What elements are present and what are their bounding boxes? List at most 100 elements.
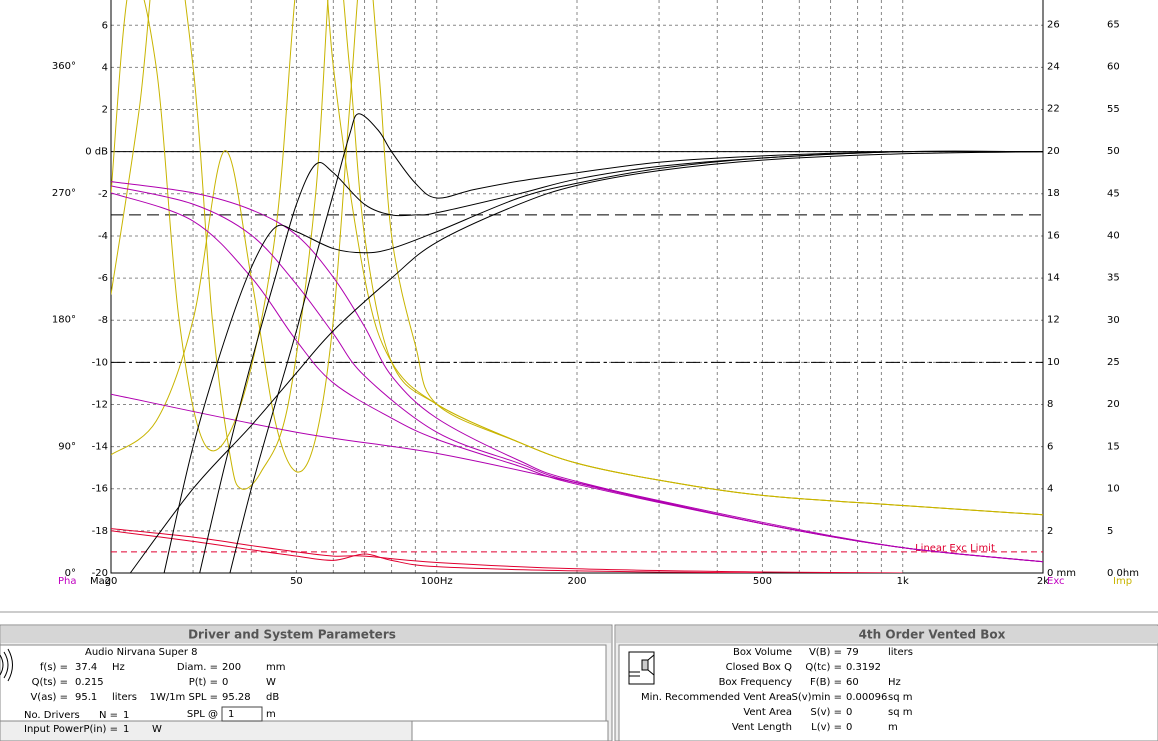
y-tick-label: 26 xyxy=(1047,19,1060,30)
param-value: 1 xyxy=(123,724,129,735)
axis-label: Mag xyxy=(90,576,111,587)
y-tick-label: -2 xyxy=(98,189,108,200)
y-tick-label: 4 xyxy=(1047,484,1053,495)
curve xyxy=(111,393,1043,563)
param-caption: No. Drivers xyxy=(24,710,80,721)
param-label: 1W/1m SPL = xyxy=(150,692,218,703)
param-value: 79 xyxy=(846,647,859,658)
y-tick-label: -16 xyxy=(92,484,108,495)
x-tick-label: 20 xyxy=(105,576,118,587)
y-tick-label: -6 xyxy=(98,273,108,284)
param-value: 0.00096 xyxy=(846,692,887,703)
param-value: 0 xyxy=(846,722,852,733)
y-tick-label: 16 xyxy=(1047,230,1060,241)
y-tick-label: 60 xyxy=(1107,62,1120,73)
param-unit: Hz xyxy=(888,677,901,688)
param-label: SPL @ xyxy=(187,709,218,720)
param-label: f(s) = xyxy=(40,662,68,673)
y-tick-label: 55 xyxy=(1107,104,1120,115)
param-unit: liters xyxy=(112,692,137,703)
param-symbol: L(v) = xyxy=(811,722,842,733)
y-tick-label: -18 xyxy=(92,526,108,537)
y-tick-label: 0° xyxy=(65,568,76,579)
y-tick-label: -12 xyxy=(92,399,108,410)
x-tick-label: 100Hz xyxy=(421,576,453,587)
y-tick-label: 0 0hm xyxy=(1107,568,1139,579)
param-label: V(as) = xyxy=(30,692,68,703)
param-value: 0.3192 xyxy=(846,662,881,673)
y-tick-label: 270° xyxy=(52,188,76,199)
x-tick-label: 2k xyxy=(1037,576,1049,587)
param-label: Box Frequency xyxy=(719,677,793,688)
y-tick-label: 5 xyxy=(1107,526,1113,537)
param-symbol: F(B) = xyxy=(810,677,842,688)
box-icon xyxy=(628,651,655,685)
y-tick-label: 360° xyxy=(52,61,76,72)
y-tick-label: -4 xyxy=(98,231,108,242)
param-symbol: V(B) = xyxy=(809,647,842,658)
param-unit: liters xyxy=(888,647,913,658)
panel-header xyxy=(616,626,1158,643)
y-tick-label: -8 xyxy=(98,315,108,326)
panel-header xyxy=(1,626,611,643)
param-unit: W xyxy=(152,724,162,735)
y-tick-label: 8 xyxy=(1047,399,1053,410)
y-tick-label: 50 xyxy=(1107,146,1120,157)
y-tick-label: 25 xyxy=(1107,357,1120,368)
y-tick-label: 35 xyxy=(1107,273,1120,284)
x-tick-label: 500 xyxy=(753,576,772,587)
param-unit: W xyxy=(266,677,276,688)
param-value: 95.28 xyxy=(222,692,251,703)
spl-distance-input[interactable] xyxy=(221,706,263,722)
param-unit: Hz xyxy=(112,662,125,673)
y-tick-label: 30 xyxy=(1107,315,1120,326)
y-tick-label: -14 xyxy=(92,442,108,453)
param-value: 1 xyxy=(123,710,129,721)
driver-panel: Driver and System Parameters Audio Nirva… xyxy=(0,624,613,741)
y-tick-label: 40 xyxy=(1107,230,1120,241)
param-unit: sq m xyxy=(888,692,912,703)
param-symbol: S(v) = xyxy=(810,707,842,718)
y-tick-label: 14 xyxy=(1047,273,1060,284)
param-value: 1 xyxy=(228,709,234,720)
param-symbol: Q(tc) = xyxy=(805,662,842,673)
param-label: Q(ts) = xyxy=(32,677,68,688)
param-unit: dB xyxy=(266,692,279,703)
curve xyxy=(111,530,763,573)
y-tick-label: 2 xyxy=(102,105,108,116)
axis-label: Exc xyxy=(1047,576,1065,587)
y-tick-label: 0 mm xyxy=(1047,568,1076,579)
x-tick-label: 50 xyxy=(290,576,303,587)
y-tick-label: 12 xyxy=(1047,315,1060,326)
param-unit: m xyxy=(266,709,276,720)
y-tick-label: -20 xyxy=(92,568,108,579)
x-tick-label: 1k xyxy=(897,576,909,587)
param-label: Closed Box Q xyxy=(726,662,793,673)
y-tick-label: 4 xyxy=(102,62,108,73)
y-tick-label: 20 xyxy=(1047,146,1060,157)
panel-title: Driver and System Parameters xyxy=(188,628,396,642)
param-unit: sq m xyxy=(888,707,912,718)
panel-title: 4th Order Vented Box xyxy=(859,628,1006,642)
y-tick-label: 18 xyxy=(1047,188,1060,199)
plot-border xyxy=(110,0,1044,574)
driver-name: Audio Nirvana Super 8 xyxy=(85,647,198,658)
box-panel: 4th Order Vented Box xyxy=(614,624,1158,741)
plot-series xyxy=(111,0,1043,573)
curve xyxy=(111,528,903,573)
param-value: 37.4 xyxy=(75,662,97,673)
param-value: 60 xyxy=(846,677,859,688)
y-tick-label: 10 xyxy=(1107,484,1120,495)
param-symbol: S(v)min = xyxy=(792,692,842,703)
param-value: 0 xyxy=(222,677,228,688)
param-caption: Input Power xyxy=(24,724,84,735)
curve xyxy=(163,150,1043,573)
param-label: P(t) = xyxy=(189,677,218,688)
y-tick-label: 15 xyxy=(1107,441,1120,452)
y-tick-label: -10 xyxy=(92,357,108,368)
panel-body xyxy=(0,644,607,722)
panel-body xyxy=(618,644,1158,741)
x-tick-label: 200 xyxy=(567,576,586,587)
